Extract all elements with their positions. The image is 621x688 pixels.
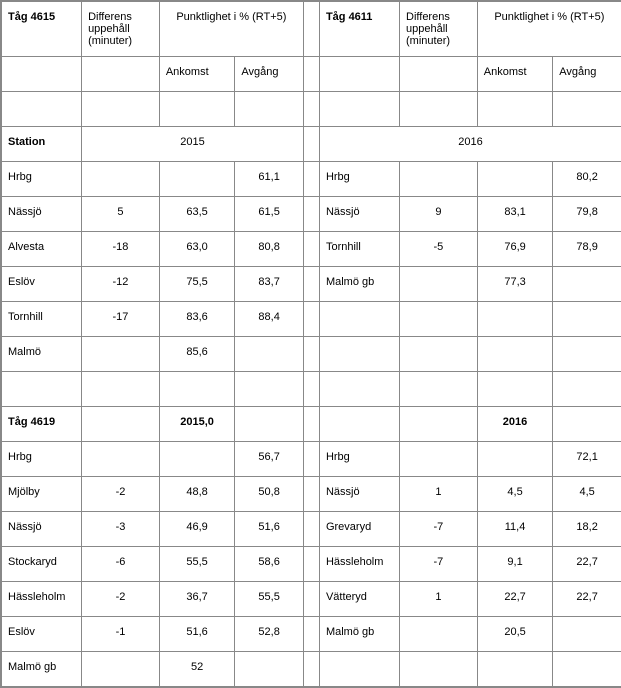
table-row: Eslöv -12 75,5 83,7 Malmö gb 77,3 [2, 267, 621, 302]
table-row: Hässleholm -2 36,7 55,5 Vätteryd 1 22,7 … [2, 582, 621, 617]
table-row: Stockaryd -6 55,5 58,6 Hässleholm -7 9,1… [2, 547, 621, 582]
hdr-punct-left: Punktlighet i % (RT+5) [159, 2, 303, 57]
hdr-avgang-left: Avgång [235, 57, 304, 92]
table: Tåg 4615 Differens uppehåll (minuter) Pu… [1, 1, 621, 687]
table-row: Nässjö 5 63,5 61,5 Nässjö 9 83,1 79,8 [2, 197, 621, 232]
header-row-1: Tåg 4615 Differens uppehåll (minuter) Pu… [2, 2, 621, 57]
table-row: Tornhill -17 83,6 88,4 [2, 302, 621, 337]
train-4619: Tåg 4619 [2, 407, 82, 442]
hdr-diff-left: Differens uppehåll (minuter) [82, 2, 160, 57]
year-left2: 2015,0 [159, 407, 234, 442]
table-row: Alvesta -18 63,0 80,8 Tornhill -5 76,9 7… [2, 232, 621, 267]
year-row-2: Tåg 4619 2015,0 2016 [2, 407, 621, 442]
year-row-1: Station 2015 2016 [2, 127, 621, 162]
spacer-row [2, 372, 621, 407]
punctuality-table: Tåg 4615 Differens uppehåll (minuter) Pu… [0, 0, 621, 688]
header-row-2: Ankomst Avgång Ankomst Avgång [2, 57, 621, 92]
table-row: Hrbg 56,7 Hrbg 72,1 [2, 442, 621, 477]
table-row: Nässjö -3 46,9 51,6 Grevaryd -7 11,4 18,… [2, 512, 621, 547]
table-row: Eslöv -1 51,6 52,8 Malmö gb 20,5 [2, 617, 621, 652]
table-row: Mjölby -2 48,8 50,8 Nässjö 1 4,5 4,5 [2, 477, 621, 512]
year-left: 2015 [82, 127, 304, 162]
hdr-ankomst-left: Ankomst [159, 57, 234, 92]
year-right2: 2016 [477, 407, 552, 442]
hdr-right-train: Tåg 4611 [319, 2, 399, 57]
year-right: 2016 [319, 127, 621, 162]
table-row: Hrbg 61,1 Hrbg 80,2 [2, 162, 621, 197]
hdr-diff-right: Differens uppehåll (minuter) [400, 2, 478, 57]
gap [303, 2, 319, 57]
hdr-station: Station [2, 127, 82, 162]
hdr-punct-right: Punktlighet i % (RT+5) [477, 2, 621, 57]
hdr-left-train: Tåg 4615 [2, 2, 82, 57]
table-row: Malmö 85,6 [2, 337, 621, 372]
hdr-ankomst-right: Ankomst [477, 57, 552, 92]
hdr-avgang-right: Avgång [553, 57, 621, 92]
table-row: Malmö gb 52 [2, 652, 621, 687]
spacer-row [2, 92, 621, 127]
